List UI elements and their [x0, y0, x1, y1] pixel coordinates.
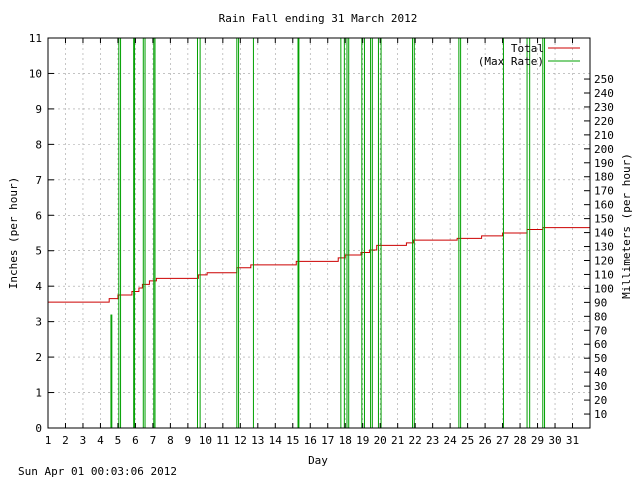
- x-tick-label: 4: [97, 434, 104, 447]
- y2-tick-label: 30: [594, 380, 607, 393]
- y-tick-label: 4: [35, 280, 42, 293]
- y2-tick-label: 240: [594, 87, 614, 100]
- y-tick-label: 0: [35, 422, 42, 435]
- y2-tick-label: 90: [594, 296, 607, 309]
- y2-tick-label: 180: [594, 171, 614, 184]
- x-tick-label: 27: [496, 434, 509, 447]
- x-tick-label: 18: [339, 434, 352, 447]
- y2-tick-label: 70: [594, 324, 607, 337]
- chart-title: Rain Fall ending 31 March 2012: [219, 12, 418, 25]
- y2-tick-label: 60: [594, 338, 607, 351]
- x-tick-label: 14: [269, 434, 283, 447]
- y-tick-label: 11: [29, 32, 42, 45]
- y2-tick-label: 10: [594, 408, 607, 421]
- y2-tick-label: 120: [594, 254, 614, 267]
- x-tick-label: 24: [444, 434, 458, 447]
- legend-label-total: Total: [511, 42, 544, 55]
- y-axis-label: Inches (per hour): [7, 177, 20, 290]
- y2-tick-label: 160: [594, 199, 614, 212]
- y2-tick-label: 40: [594, 366, 607, 379]
- y-axis-left: 0 1 2 3 4 5 6 7 8 9 10 11: [29, 32, 54, 435]
- x-tick-label: 15: [286, 434, 299, 447]
- y2-tick-label: 190: [594, 157, 614, 170]
- grid-layer: [48, 38, 590, 428]
- y-tick-label: 3: [35, 316, 42, 329]
- y2-tick-label: 220: [594, 115, 614, 128]
- y2-tick-label: 100: [594, 282, 614, 295]
- y2-tick-label: 230: [594, 101, 614, 114]
- x-tick-label: 22: [409, 434, 422, 447]
- y-tick-label: 7: [35, 174, 42, 187]
- x-tick-label: 3: [80, 434, 87, 447]
- y-tick-label: 1: [35, 387, 42, 400]
- x-tick-label: 11: [216, 434, 229, 447]
- y-axis-right: 1020304050607080901001101201301401501601…: [584, 73, 614, 421]
- series-total-line: [48, 227, 590, 303]
- x-axis: 1 2 3 4 5 6 7 8 9 10 11 12 13 14 15 16 17 18 19 20 21 22 23 24 2…: [45, 38, 579, 447]
- y2-tick-label: 50: [594, 352, 607, 365]
- x-tick-label: 21: [391, 434, 404, 447]
- y-tick-label: 2: [35, 351, 42, 364]
- y2-axis-label: Millimeters (per hour): [620, 153, 633, 299]
- legend-label-max-rate: (Max Rate): [478, 55, 544, 68]
- x-axis-label: Day: [308, 454, 328, 467]
- y2-tick-label: 150: [594, 213, 614, 226]
- x-tick-label: 12: [234, 434, 247, 447]
- y-tick-label: 10: [29, 67, 42, 80]
- y2-tick-label: 110: [594, 268, 614, 281]
- x-tick-label: 6: [132, 434, 139, 447]
- y-tick-label: 5: [35, 245, 42, 258]
- x-tick-label: 17: [321, 434, 334, 447]
- x-tick-label: 19: [356, 434, 369, 447]
- x-tick-label: 31: [566, 434, 579, 447]
- y2-tick-label: 250: [594, 73, 614, 86]
- x-tick-label: 29: [531, 434, 544, 447]
- y-tick-label: 9: [35, 103, 42, 116]
- x-tick-label: 20: [374, 434, 387, 447]
- x-tick-label: 28: [513, 434, 526, 447]
- x-tick-label: 26: [478, 434, 491, 447]
- x-tick-label: 5: [115, 434, 122, 447]
- series-layer: [48, 38, 590, 428]
- y2-tick-label: 140: [594, 227, 614, 240]
- legend: Total (Max Rate): [478, 42, 580, 68]
- y2-tick-label: 80: [594, 310, 607, 323]
- y2-tick-label: 20: [594, 394, 607, 407]
- y2-tick-label: 170: [594, 185, 614, 198]
- y-tick-label: 6: [35, 209, 42, 222]
- x-tick-label: 2: [62, 434, 69, 447]
- y-tick-label: 8: [35, 138, 42, 151]
- x-tick-label: 8: [167, 434, 174, 447]
- timestamp: Sun Apr 01 00:03:06 2012: [18, 465, 177, 478]
- x-tick-label: 23: [426, 434, 439, 447]
- x-tick-label: 13: [251, 434, 264, 447]
- x-tick-label: 1: [45, 434, 52, 447]
- x-tick-label: 25: [461, 434, 474, 447]
- y2-tick-label: 200: [594, 143, 614, 156]
- x-tick-label: 7: [150, 434, 157, 447]
- x-tick-label: 16: [304, 434, 317, 447]
- y2-tick-label: 210: [594, 129, 614, 142]
- x-tick-label: 30: [548, 434, 561, 447]
- x-tick-label: 9: [185, 434, 192, 447]
- x-tick-label: 10: [199, 434, 212, 447]
- y2-tick-label: 130: [594, 241, 614, 254]
